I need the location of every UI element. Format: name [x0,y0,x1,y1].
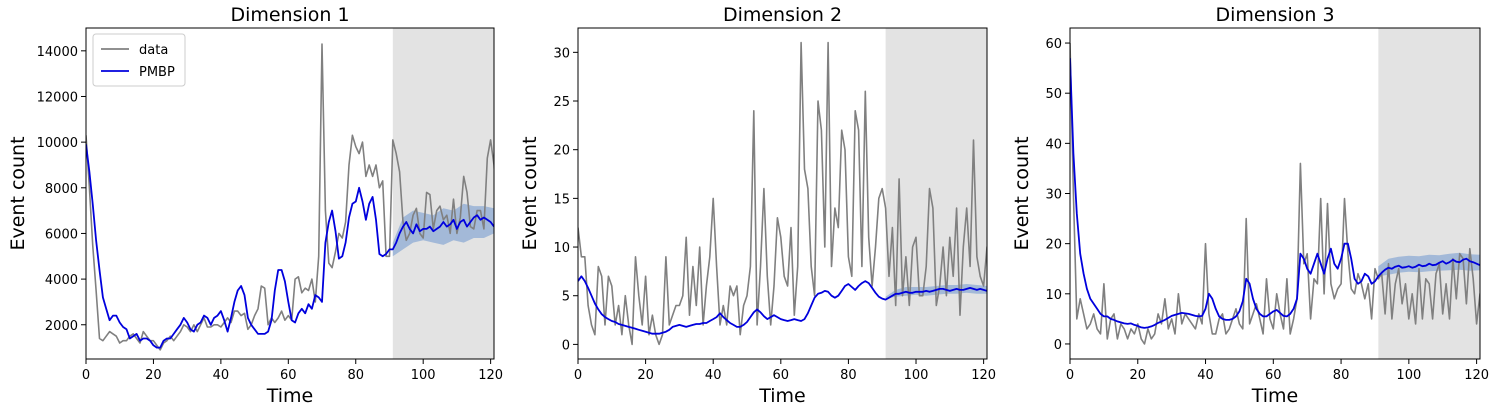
series-line-data [1070,42,1480,345]
axes-frame [85,27,495,360]
legend-label-data: data [139,43,168,58]
y-axis-label: Event count [519,136,541,250]
x-tick-label: 120 [971,368,996,383]
y-tick-label: 50 [1045,87,1062,102]
y-tick-label: 40 [1045,137,1062,152]
x-tick-label: 60 [280,368,297,383]
x-tick-label: 40 [705,368,722,383]
x-tick-label: 60 [773,368,790,383]
y-tick-label: 12000 [37,90,78,105]
x-tick-label: 40 [213,368,230,383]
chart-panel-1: 0 20 40 60 80 100 120 2000 4000 6000 8000 10000 1200… [7,4,503,407]
y-tick-label: 20 [1045,238,1062,253]
plot-area [1070,42,1480,345]
y-tick-label: 6000 [45,227,78,242]
x-tick-label: 120 [1464,368,1489,383]
y-tick-label: 30 [553,46,570,61]
series-line-pmbp [86,144,494,349]
x-tick-label: 0 [574,368,582,383]
plot-area [86,43,494,351]
y-tick-label: 30 [1045,188,1062,203]
y-tick-label: 10 [1045,288,1062,303]
series-line-data [86,43,494,351]
x-tick-label: 40 [1197,368,1214,383]
series-line-pmbp [578,275,987,335]
y-axis-label: Event count [1011,136,1033,250]
x-tick-label: 80 [1333,368,1350,383]
y-tick-label: 0 [1054,338,1062,353]
axes-frame [577,27,988,360]
x-tick-label: 60 [1265,368,1282,383]
x-tick-label: 20 [637,368,654,383]
chart-panel-2: 0 20 40 60 80 100 120 0 5 10 15 20 25 30 Dimension 2 Ti… [519,4,996,407]
x-axis-label: Time [1251,385,1299,407]
forecast-region [1378,28,1480,359]
x-tick-label: 20 [145,368,162,383]
y-tick-label: 2000 [45,319,78,334]
y-tick-label: 10000 [37,136,78,151]
legend: data PMBP [92,33,186,87]
chart-title: Dimension 3 [1215,4,1334,26]
x-tick-label: 80 [840,368,857,383]
x-tick-label: 100 [904,368,929,383]
series-line-data [578,41,987,346]
x-tick-label: 120 [478,368,503,383]
y-axis-label: Event count [7,136,29,250]
x-tick-label: 80 [347,368,364,383]
forecast-region [392,28,494,359]
y-tick-label: 25 [553,95,570,110]
chart-panel-3: 0 20 40 60 80 100 120 0 10 20 30 40 50 60 Dimension 3 T… [1011,4,1489,407]
y-tick-label: 14000 [37,45,78,60]
plot-area [578,41,987,346]
y-tick-label: 60 [1045,37,1062,52]
y-tick-label: 4000 [45,273,78,288]
x-axis-label: Time [758,385,806,407]
chart-title: Dimension 2 [723,4,842,26]
y-tick-label: 15 [553,192,570,207]
chart-title: Dimension 1 [230,4,349,26]
series-line-pmbp [1070,58,1480,329]
legend-box [92,33,186,87]
x-tick-label: 20 [1129,368,1146,383]
x-tick-label: 100 [411,368,436,383]
x-tick-label: 0 [1066,368,1074,383]
y-tick-label: 20 [553,144,570,159]
y-tick-label: 0 [562,338,570,353]
y-tick-label: 5 [562,290,570,305]
y-tick-label: 10 [553,241,570,256]
x-tick-label: 0 [82,368,90,383]
x-tick-label: 100 [1396,368,1421,383]
legend-label-pmbp: PMBP [139,65,175,80]
y-tick-label: 8000 [45,182,78,197]
x-axis-label: Time [266,385,314,407]
